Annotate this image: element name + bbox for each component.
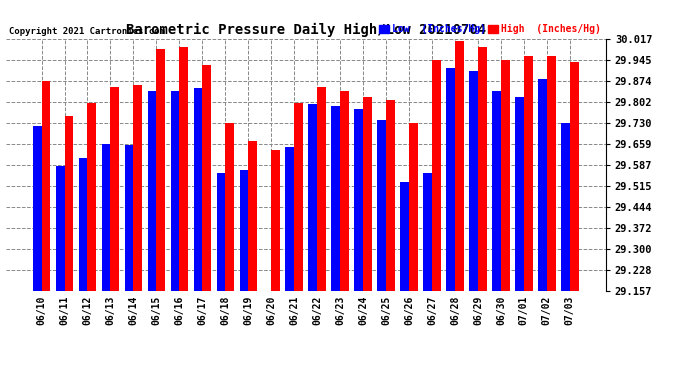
Bar <box>478 47 486 291</box>
Bar <box>455 41 464 291</box>
Bar <box>423 173 432 291</box>
Bar <box>41 81 50 291</box>
Bar <box>377 120 386 291</box>
Bar <box>492 91 501 291</box>
Bar <box>101 144 110 291</box>
Legend: Low  (Inches/Hg), High  (Inches/Hg): Low (Inches/Hg), High (Inches/Hg) <box>379 24 601 34</box>
Bar <box>538 80 547 291</box>
Bar <box>331 106 340 291</box>
Bar <box>79 158 88 291</box>
Bar <box>363 97 372 291</box>
Bar <box>194 88 202 291</box>
Bar <box>547 56 555 291</box>
Bar <box>469 70 478 291</box>
Bar <box>446 68 455 291</box>
Bar <box>133 85 142 291</box>
Bar <box>202 65 211 291</box>
Bar <box>286 147 294 291</box>
Bar <box>432 60 441 291</box>
Bar <box>239 170 248 291</box>
Bar <box>570 62 578 291</box>
Bar <box>33 126 41 291</box>
Bar <box>515 97 524 291</box>
Bar <box>170 91 179 291</box>
Bar <box>125 145 133 291</box>
Bar <box>271 150 280 291</box>
Bar <box>64 116 73 291</box>
Bar <box>217 173 225 291</box>
Bar <box>524 56 533 291</box>
Bar <box>56 166 64 291</box>
Bar <box>308 104 317 291</box>
Bar <box>294 103 303 291</box>
Bar <box>400 182 409 291</box>
Text: Copyright 2021 Cartronics.com: Copyright 2021 Cartronics.com <box>8 27 164 36</box>
Bar <box>148 91 157 291</box>
Bar <box>386 100 395 291</box>
Title: Barometric Pressure Daily High/Low 20210704: Barometric Pressure Daily High/Low 20210… <box>126 22 486 37</box>
Bar <box>501 60 510 291</box>
Bar <box>179 47 188 291</box>
Bar <box>317 87 326 291</box>
Bar <box>157 49 165 291</box>
Bar <box>88 103 96 291</box>
Bar <box>110 87 119 291</box>
Bar <box>561 123 570 291</box>
Bar <box>248 141 257 291</box>
Bar <box>340 91 349 291</box>
Bar <box>225 123 234 291</box>
Bar <box>409 123 417 291</box>
Bar <box>355 109 363 291</box>
